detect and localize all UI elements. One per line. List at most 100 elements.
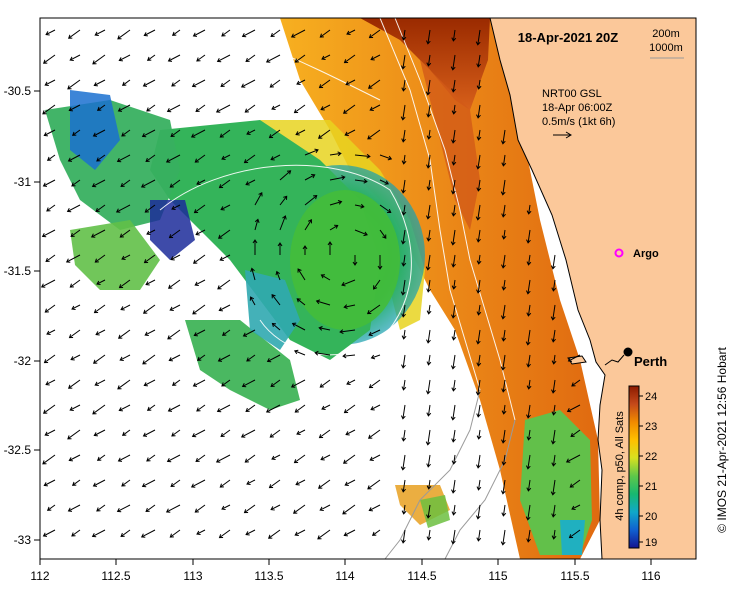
current-vector-128 [500, 179, 506, 196]
current-vector-33 [426, 54, 432, 67]
current-vector-172 [121, 254, 131, 260]
current-vector-383 [550, 479, 556, 496]
current-vector-242 [291, 322, 306, 331]
current-vector-338 [526, 429, 532, 441]
current-vector-41 [171, 79, 181, 87]
current-vector-300 [118, 404, 131, 412]
current-vector-261 [246, 354, 256, 362]
current-vector-170 [65, 254, 81, 263]
current-vector-154 [168, 229, 181, 239]
argo-marker-icon [614, 248, 624, 258]
current-vector-219 [249, 296, 256, 306]
current-vector-99 [243, 154, 256, 164]
current-vector-194 [145, 279, 156, 286]
current-vector-322 [121, 429, 131, 436]
current-vector-98 [221, 154, 231, 160]
current-vector-381 [500, 479, 506, 495]
current-vector-52 [451, 79, 456, 93]
current-vector-149 [41, 229, 56, 238]
current-vector-144 [425, 204, 431, 220]
imos-credit: © IMOS 21-Apr-2021 12:56 Hobart [715, 347, 729, 533]
current-vector-260 [217, 354, 231, 362]
current-vector-351 [293, 454, 306, 464]
colorbar-tick-21: 21 [639, 481, 657, 493]
current-vector-107 [451, 154, 457, 166]
current-vector-284 [270, 379, 281, 388]
x-tick-115: 115 [488, 559, 508, 583]
current-vector-377 [401, 479, 406, 493]
svg-text:115.5: 115.5 [560, 569, 589, 583]
current-vector-339 [550, 429, 556, 445]
current-vector-92 [67, 154, 81, 162]
current-vector-267 [401, 354, 406, 369]
current-vector-142 [379, 204, 392, 214]
current-vector-12 [346, 29, 356, 35]
current-vector-336 [476, 429, 482, 440]
current-vector-145 [451, 204, 457, 217]
current-vector-311 [400, 404, 406, 420]
current-vector-367 [141, 479, 156, 488]
current-vector-35 [476, 54, 481, 68]
current-vectors [40, 29, 581, 546]
current-vector-90 [500, 129, 506, 145]
current-vector-310 [370, 404, 381, 411]
current-vector-122 [354, 178, 368, 184]
svg-text:20: 20 [645, 511, 657, 523]
current-vector-93 [96, 154, 106, 162]
current-vector-233 [68, 329, 81, 339]
current-vector-131 [95, 204, 106, 213]
current-vector-373 [295, 479, 306, 486]
current-vector-423 [450, 529, 456, 545]
current-vector-412 [169, 529, 181, 538]
svg-text:22: 22 [645, 451, 657, 463]
current-vector-419 [343, 529, 356, 537]
current-vector-88 [451, 129, 456, 144]
current-vector-37 [67, 79, 81, 90]
land-western-australia [490, 18, 696, 559]
current-vector-45 [269, 79, 281, 88]
current-vector-264 [314, 350, 331, 356]
colorbar-ramp [628, 385, 640, 549]
current-vector-396 [319, 504, 331, 511]
current-vector-96 [165, 154, 181, 163]
current-vector-293 [501, 379, 506, 393]
current-vector-316 [526, 404, 531, 419]
current-vector-46 [296, 79, 306, 85]
sst-west-deep-blue [150, 200, 195, 260]
current-vector-109 [501, 154, 507, 167]
current-vector-67 [369, 104, 381, 111]
current-vector-76 [141, 129, 156, 138]
current-vector-285 [290, 379, 306, 388]
current-vector-255 [92, 354, 106, 364]
current-vector-289 [401, 379, 407, 391]
current-vector-319 [44, 429, 56, 436]
current-vector-26 [245, 54, 256, 63]
current-vector-146 [475, 204, 481, 221]
perth-city[interactable]: Perth [604, 347, 667, 370]
current-vector-323 [142, 429, 156, 437]
current-vector-376 [367, 479, 381, 490]
current-vector-158 [279, 215, 287, 231]
current-vector-148 [526, 204, 532, 215]
current-vector-201 [320, 274, 331, 281]
current-vector-72 [43, 129, 56, 137]
current-vector-140 [329, 200, 343, 206]
current-vector-318 [566, 404, 581, 413]
isobath-deep-1 [384, 389, 481, 560]
current-vector-390 [165, 504, 181, 513]
current-vector-271 [500, 354, 506, 371]
current-vector-29 [321, 54, 331, 60]
current-vector-208 [501, 279, 507, 291]
current-vector-263 [293, 349, 306, 356]
argo-float[interactable]: Argo [614, 248, 659, 260]
svg-text:113: 113 [183, 569, 202, 583]
x-tick-116: 116 [641, 559, 661, 583]
current-vector-401 [451, 504, 457, 516]
current-vector-253 [43, 354, 56, 364]
current-vector-360 [525, 454, 531, 470]
current-vector-232 [46, 329, 56, 335]
current-vector-292 [475, 379, 481, 396]
svg-text:-32: -32 [14, 354, 32, 368]
sst-hot-streak [420, 60, 480, 230]
current-vector-0 [45, 29, 56, 36]
